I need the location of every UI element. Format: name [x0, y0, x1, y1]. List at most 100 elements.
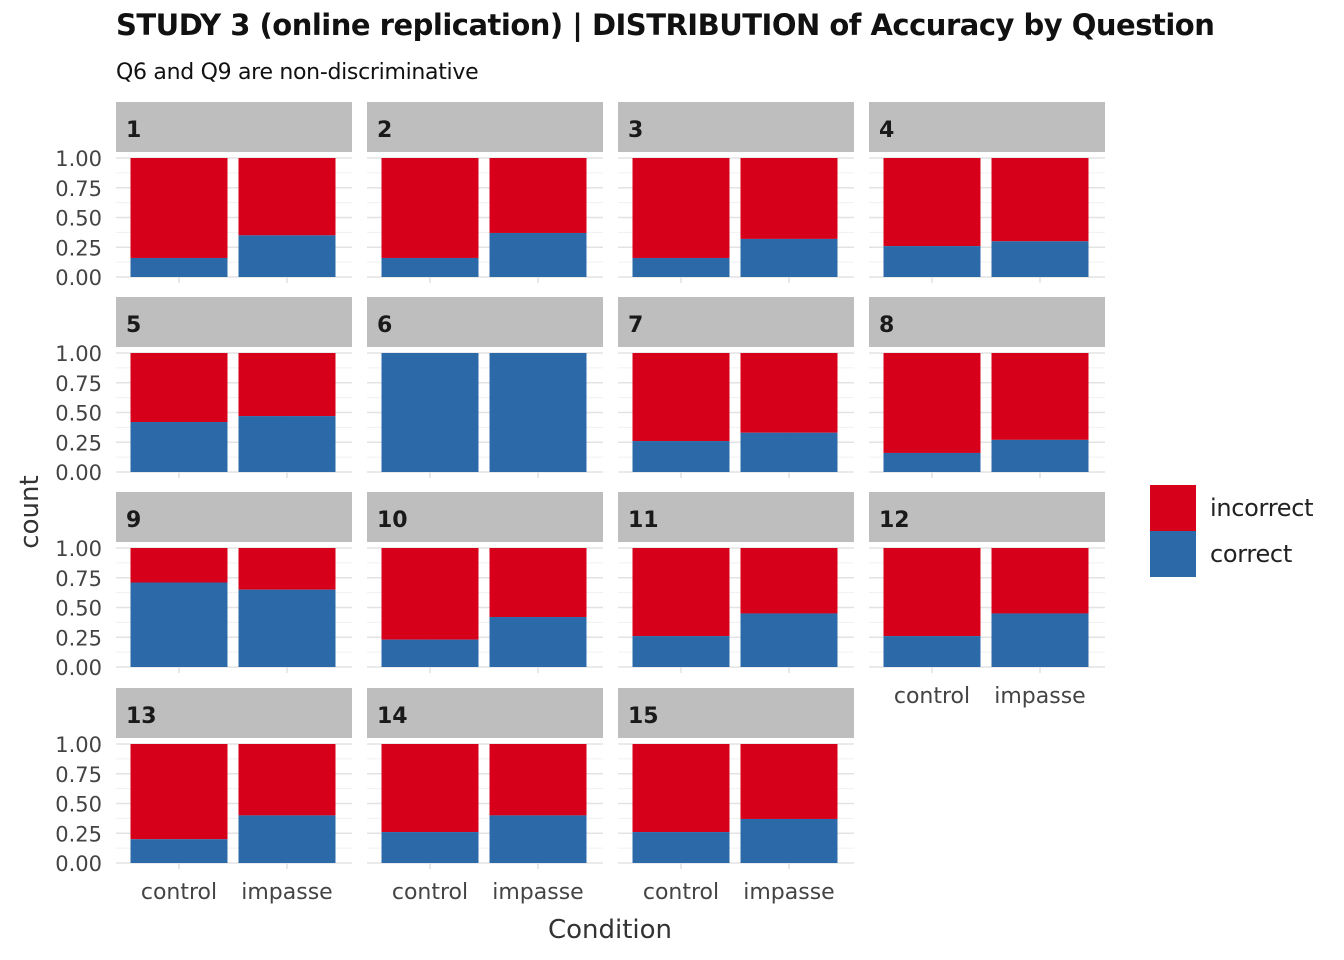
panel-7: 7: [618, 297, 854, 478]
y-tick-label: 0.25: [55, 236, 102, 260]
bar-incorrect-impasse: [238, 158, 336, 236]
x-tick-label: impasse: [241, 880, 332, 905]
panel-4: 4: [869, 102, 1105, 283]
bar-correct-impasse: [740, 613, 838, 667]
bar-incorrect-control: [130, 353, 228, 423]
chart-title: STUDY 3 (online replication) | DISTRIBUT…: [116, 8, 1215, 42]
bar-correct-control: [632, 441, 730, 472]
bar-incorrect-impasse: [489, 548, 587, 618]
bar-correct-impasse: [238, 589, 336, 667]
y-tick-label: 1.00: [55, 537, 102, 561]
bar-correct-control: [381, 353, 479, 472]
panel-11: 11: [618, 492, 854, 673]
y-tick-label: 0.25: [55, 626, 102, 650]
bar-correct-impasse: [991, 613, 1089, 667]
panel-label: 2: [377, 118, 392, 143]
panel-13: 13 0.00 0.25 0.50 0.75 1.00 control impasse: [55, 688, 352, 905]
panel-label: 7: [628, 313, 643, 338]
legend-item-correct: correct: [1150, 531, 1313, 577]
panel-strip: [869, 102, 1105, 152]
panel-1: 1 0.00 0.25 0.50 0.75 1.00: [55, 102, 352, 290]
bar-correct-impasse: [489, 617, 587, 667]
panel-label: 12: [879, 508, 910, 533]
y-tick-label: 1.00: [55, 342, 102, 366]
bar-incorrect-control: [632, 744, 730, 833]
bar-incorrect-control: [632, 548, 730, 637]
bar-correct-impasse: [238, 235, 336, 277]
bar-incorrect-control: [632, 353, 730, 442]
panel-label: 11: [628, 508, 659, 533]
bar-correct-impasse: [489, 815, 587, 863]
y-tick-label: 0.50: [55, 597, 102, 621]
panel-2: 2: [367, 102, 603, 283]
y-tick-label: 0.50: [55, 402, 102, 426]
y-axis-title: count: [15, 475, 45, 548]
bar-incorrect-impasse: [991, 548, 1089, 614]
bar-correct-control: [130, 422, 228, 472]
panel-label: 4: [879, 118, 894, 143]
x-tick-label: impasse: [994, 684, 1085, 709]
panel-strip: [116, 102, 352, 152]
x-tick-label: control: [894, 684, 970, 709]
panel-strip: [367, 492, 603, 542]
panel-strip: [618, 492, 854, 542]
bar-correct-control: [381, 639, 479, 667]
bar-incorrect-control: [883, 158, 981, 247]
legend-label-incorrect: incorrect: [1210, 494, 1314, 522]
legend-label-correct: correct: [1210, 540, 1292, 568]
bar-correct-control: [883, 452, 981, 472]
y-tick-label: 0.25: [55, 822, 102, 846]
bar-incorrect-control: [381, 158, 479, 258]
panel-strip: [869, 297, 1105, 347]
bar-correct-impasse: [991, 241, 1089, 277]
y-tick-label: 1.00: [55, 733, 102, 757]
bar-incorrect-impasse: [238, 548, 336, 590]
bar-correct-control: [632, 257, 730, 277]
bar-incorrect-impasse: [991, 353, 1089, 440]
x-axis-title: Condition: [548, 915, 672, 945]
bar-correct-control: [883, 636, 981, 667]
bar-incorrect-impasse: [991, 158, 1089, 242]
y-tick-label: 1.00: [55, 147, 102, 171]
bar-incorrect-control: [381, 548, 479, 640]
y-tick-label: 0.75: [55, 177, 102, 201]
panel-label: 3: [628, 118, 643, 143]
bar-incorrect-control: [883, 353, 981, 453]
bar-correct-control: [381, 257, 479, 277]
bar-correct-impasse: [238, 416, 336, 472]
panel-14: 14 control impasse: [367, 688, 603, 905]
legend-item-incorrect: incorrect: [1150, 485, 1314, 531]
bar-correct-control: [632, 636, 730, 667]
y-tick-label: 0.50: [55, 793, 102, 817]
panel-10: 10: [367, 492, 603, 673]
bar-incorrect-impasse: [740, 353, 838, 433]
y-tick-label: 0.00: [55, 266, 102, 290]
panel-strip: [367, 102, 603, 152]
y-tick-label: 0.50: [55, 207, 102, 231]
bar-correct-impasse: [740, 818, 838, 863]
panel-label: 5: [126, 313, 141, 338]
bar-correct-control: [381, 832, 479, 863]
y-tick-label: 0.75: [55, 372, 102, 396]
panel-strip: [116, 688, 352, 738]
bar-incorrect-control: [381, 744, 479, 833]
bar-incorrect-control: [632, 158, 730, 258]
bar-incorrect-control: [130, 548, 228, 583]
panel-strip: [367, 688, 603, 738]
panel-5: 5 0.00 0.25 0.50 0.75 1.00: [55, 297, 352, 485]
legend-swatch-incorrect: [1150, 485, 1196, 531]
x-tick-label: impasse: [743, 880, 834, 905]
bar-incorrect-impasse: [740, 744, 838, 819]
bar-correct-impasse: [991, 439, 1089, 472]
panel-label: 9: [126, 508, 141, 533]
bar-correct-control: [130, 257, 228, 277]
bar-incorrect-control: [883, 548, 981, 637]
bar-incorrect-impasse: [740, 158, 838, 239]
panel-9: 9 0.00 0.25 0.50 0.75 1.00: [55, 492, 352, 680]
panel-strip: [367, 297, 603, 347]
panel-label: 6: [377, 313, 392, 338]
panel-label: 13: [126, 704, 157, 729]
panel-8: 8: [869, 297, 1105, 478]
panel-strip: [618, 688, 854, 738]
bar-incorrect-impasse: [489, 158, 587, 233]
